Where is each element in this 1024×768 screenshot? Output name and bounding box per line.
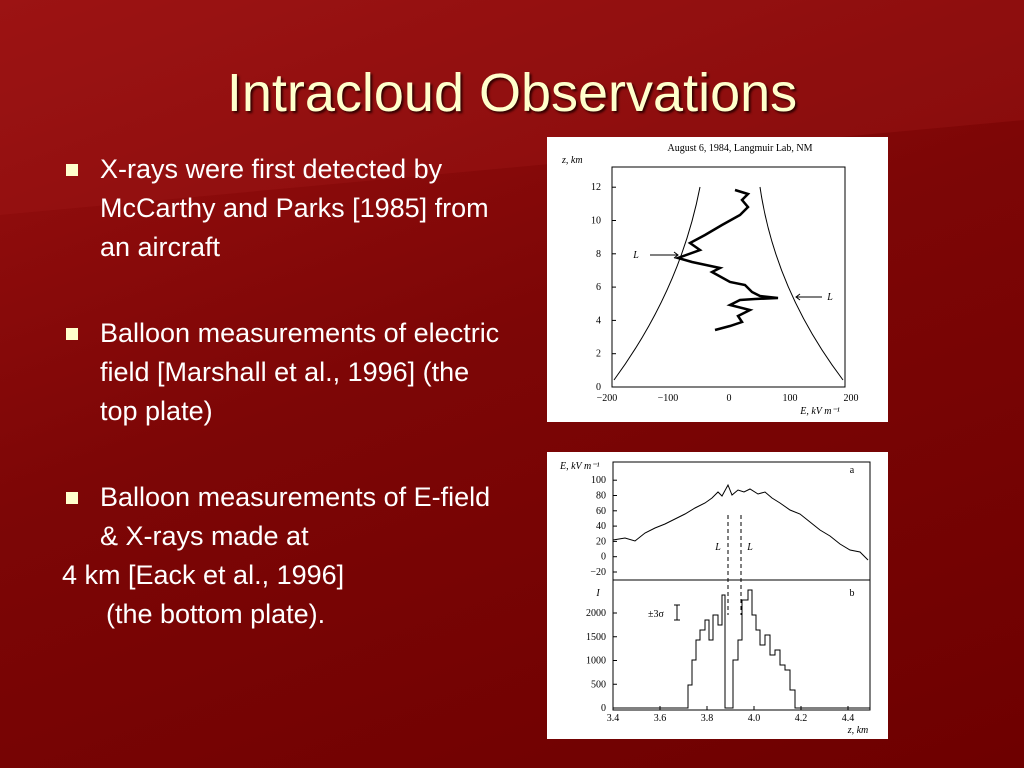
slide-title: Intracloud Observations [226,63,798,123]
label: 40 [596,521,606,532]
label: z, km [847,725,869,736]
label: 2 [596,349,601,360]
label: 4.0 [748,713,761,724]
label: 100 [783,393,798,404]
boundary-curve [613,186,844,381]
label: 60 [596,506,606,517]
label: 10 [591,216,601,227]
label: E, kV m⁻¹ [799,406,839,417]
label: L [632,250,639,261]
label: E, kV m⁻¹ [559,461,599,472]
label: 2000 [586,608,606,619]
figure-bottom [547,452,888,739]
label: −200 [597,393,618,404]
label: 3.8 [701,713,714,724]
label: −100 [658,393,679,404]
label: 6 [596,282,601,293]
label: 12 [591,182,601,193]
label: August 6, 1984, Langmuir Lab, NM [668,143,813,154]
label: a [850,465,855,476]
label: b [850,588,855,599]
label: 0 [727,393,732,404]
label: 500 [591,679,606,690]
label: 3.4 [607,713,620,724]
label: 4.2 [795,713,808,724]
bullet: Balloon measurements of E-field & X-rays… [62,478,502,556]
figure-top [547,137,888,422]
label: 200 [844,393,859,404]
label: 0 [596,382,601,393]
label: ±3σ [648,609,664,620]
label: 100 [591,475,606,486]
label: 0 [601,552,606,563]
label: L [826,292,833,303]
field-curve [612,483,869,561]
profile-curve [673,188,779,332]
bullet: Balloon measurements of electric field [… [62,314,502,431]
plot-frame [611,166,846,388]
label: L [746,542,753,553]
text-line: (the bottom plate). [106,599,326,629]
label: 4 [596,315,601,326]
label: 8 [596,249,601,260]
label: 3.6 [654,713,667,724]
xray-histogram [613,589,870,709]
label: 20 [596,536,606,547]
dashed-line [727,515,742,615]
text-line: 4 km [Eack et al., 1996] [62,560,345,590]
label: 1000 [586,656,606,667]
label: 4.4 [842,713,855,724]
label: 80 [596,491,606,502]
arrow [650,251,822,301]
label: 1500 [586,632,606,643]
bullet: X-rays were first detected by McCarthy a… [62,150,502,267]
label: z, km [561,155,583,166]
slide-body: X-rays were first detected by McCarthy a… [62,150,502,634]
label: −20 [590,567,606,578]
label: L [714,542,721,553]
error-bar [674,604,680,621]
label: 0 [601,703,606,714]
label: I [595,588,600,599]
